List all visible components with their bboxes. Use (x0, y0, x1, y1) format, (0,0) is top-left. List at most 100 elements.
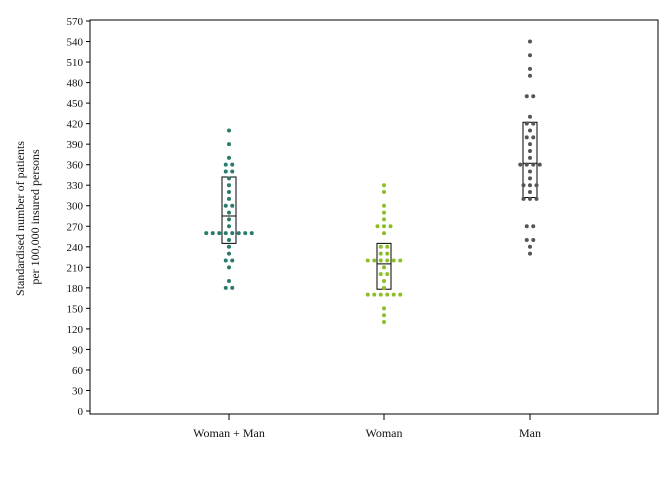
y-tick-label: 120 (67, 324, 84, 336)
y-tick-label: 300 (67, 201, 84, 213)
data-point (534, 183, 539, 188)
data-point (382, 210, 386, 215)
y-tick-label: 180 (67, 283, 84, 295)
y-tick-label: 420 (67, 119, 84, 131)
data-point (210, 231, 215, 236)
data-point (521, 183, 526, 188)
data-point (528, 114, 532, 119)
data-point (217, 231, 222, 236)
data-point (382, 306, 386, 311)
x-axis: Woman + Man Woman Man (193, 414, 541, 440)
y-tick-label: 240 (67, 242, 84, 254)
data-point (531, 162, 536, 167)
data-point (230, 231, 235, 236)
data-point (227, 176, 231, 181)
data-point (382, 313, 386, 318)
data-point (382, 285, 386, 290)
data-point (528, 183, 532, 188)
data-point (537, 162, 542, 167)
data-point (227, 142, 231, 147)
data-point (378, 258, 383, 263)
y-axis-title: Standardised number of patients per 100,… (13, 138, 42, 296)
data-point (524, 121, 529, 126)
data-point (382, 183, 386, 188)
y-tick-label: 360 (67, 160, 84, 172)
box-layer (221, 121, 538, 290)
data-point (223, 231, 228, 236)
data-point (528, 39, 532, 44)
data-point (227, 244, 231, 249)
data-point (378, 292, 383, 297)
data-point (230, 203, 235, 208)
data-point (531, 94, 536, 99)
data-point (528, 73, 532, 78)
data-point (223, 162, 228, 167)
data-point (230, 169, 235, 174)
data-point (227, 251, 231, 256)
data-point (518, 162, 523, 167)
y-tick-label: 390 (67, 139, 84, 151)
data-point (521, 196, 526, 201)
data-point (378, 272, 383, 277)
plot-frame (89, 19, 659, 415)
data-point (249, 231, 254, 236)
data-point (365, 258, 370, 263)
data-point (243, 231, 248, 236)
data-point (372, 258, 377, 263)
data-point (365, 292, 370, 297)
y-tick-label: 480 (67, 78, 84, 90)
data-point (236, 231, 241, 236)
data-point (378, 251, 383, 256)
data-point (230, 285, 235, 290)
data-point (382, 231, 386, 236)
data-point (531, 224, 536, 229)
data-point (223, 203, 228, 208)
data-point (227, 196, 231, 201)
y-tick-label: 270 (67, 221, 84, 233)
data-point (398, 258, 403, 263)
data-point (531, 237, 536, 242)
data-point (372, 292, 377, 297)
y-tick-label: 450 (67, 98, 84, 110)
data-point (528, 142, 532, 147)
data-point (531, 135, 536, 140)
data-point (385, 244, 390, 249)
y-tick-label: 210 (67, 262, 84, 274)
dot-layer (204, 39, 542, 325)
data-point (227, 210, 231, 215)
y-axis: 0 30 60 90 120 150 180 210 240 270 300 330 360 390 420… (67, 16, 90, 418)
data-point (528, 176, 532, 181)
y-tick-label: 330 (67, 180, 84, 192)
data-point (382, 190, 386, 195)
data-point (528, 128, 532, 133)
y-tick-label: 540 (67, 37, 84, 49)
data-point (385, 258, 390, 263)
data-point (382, 203, 386, 208)
data-point (528, 190, 532, 195)
data-point (385, 251, 390, 256)
y-tick-label: 570 (67, 16, 84, 28)
y-axis-title-line-2: per 100,000 insured persons (28, 149, 42, 285)
data-point (385, 272, 390, 277)
y-tick-label: 90 (72, 344, 84, 356)
data-point (528, 196, 532, 201)
data-point (230, 258, 235, 263)
x-category-label: Man (519, 426, 541, 440)
data-point (230, 162, 235, 167)
data-point (528, 169, 532, 174)
data-point (227, 265, 231, 270)
data-point (388, 224, 393, 229)
data-point (382, 279, 386, 283)
data-point (528, 251, 532, 256)
x-category-label: Woman (365, 426, 402, 440)
data-point (227, 183, 231, 188)
data-point (223, 285, 228, 290)
data-point (223, 169, 228, 174)
data-point (524, 135, 529, 140)
x-category-label: Woman + Man (193, 426, 265, 440)
y-tick-label: 0 (78, 406, 84, 418)
data-point (227, 217, 231, 222)
data-point (524, 162, 529, 167)
data-point (227, 155, 231, 160)
